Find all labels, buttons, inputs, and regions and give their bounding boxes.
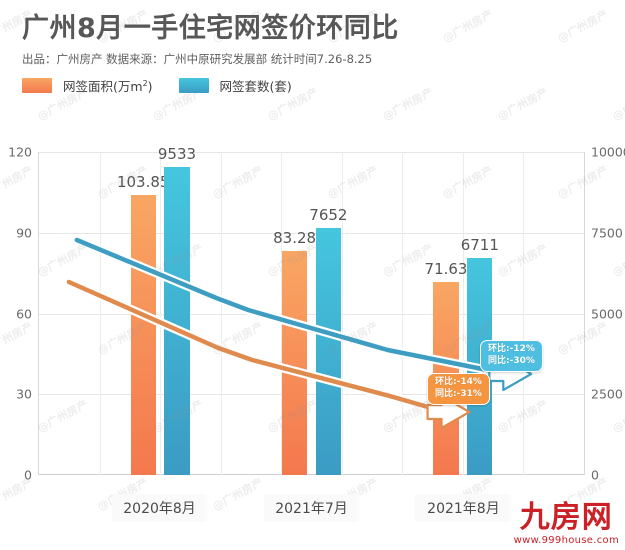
- logo-text: 九房网: [519, 500, 613, 535]
- legend-swatch-area-icon: [22, 77, 52, 93]
- bar-label-area-0: 103.85: [116, 173, 170, 192]
- y-tick-right-2500: 2500: [591, 386, 623, 402]
- site-logo[interactable]: 九房网 www.999house.com: [513, 500, 619, 547]
- gridline-v-2: [160, 152, 162, 475]
- bar-label-count-2: 6711: [460, 236, 499, 255]
- legend-swatch-count-icon: [178, 77, 209, 93]
- y-tick-right-10000: 10000: [591, 144, 625, 160]
- gridline-h-90: [39, 232, 584, 234]
- y-tick-left-90: 90: [16, 225, 32, 241]
- bar-label-area-1: 83.28: [273, 228, 317, 247]
- count-callout-line2: 同比:-30%: [488, 355, 535, 366]
- y-tick-right-7500: 7500: [591, 225, 623, 241]
- axis-baseline: [39, 474, 584, 475]
- bar-count-0: [164, 167, 190, 475]
- y-tick-left-30: 30: [16, 386, 32, 402]
- chart-header: 广州8月一手住宅网签价环同比 出品：广州房产 数据来源：广州中原研究发展部 统计…: [22, 14, 399, 95]
- chart-subtitle: 出品：广州房产 数据来源：广州中原研究发展部 统计时间7.26-8.25: [22, 51, 373, 66]
- x-axis-label-2: 2021年8月: [415, 494, 512, 522]
- gridline-v-1: [99, 152, 101, 475]
- gridline-h-120: [39, 152, 584, 153]
- plot-area: 120 90 60 30 0 10000 7500 5000 2500 0 10…: [8, 145, 625, 483]
- count-trend-arrow-line: [74, 237, 510, 377]
- y-tick-left-120: 120: [8, 144, 32, 160]
- legend-item-count: 网签套数(套): [178, 76, 292, 95]
- bar-label-count-0: 9533: [157, 145, 197, 164]
- legend-item-area: 网签面积(万m2): [22, 76, 153, 95]
- x-axis-labels: 2020年8月 2021年7月 2021年8月: [0, 494, 625, 528]
- x-axis-label-1: 2021年7月: [263, 494, 360, 522]
- y-tick-left-0: 0: [24, 467, 32, 483]
- bar-count-1: [315, 227, 341, 475]
- gridline-v-7: [462, 152, 464, 475]
- x-axis-label-0: 2020年8月: [111, 494, 208, 522]
- trend-arrows-group: [64, 235, 533, 430]
- logo-url: www.999house.com: [513, 535, 619, 546]
- gridline-h-60: [39, 313, 584, 315]
- chart-legend: 网签面积(万m2) 网签套数(套): [22, 76, 399, 95]
- page-title: 广州8月一手住宅网签价环同比: [22, 13, 399, 44]
- gridline-v-6: [402, 152, 404, 475]
- legend-label-area: 网签面积(万m2): [63, 78, 153, 94]
- y-tick-left-60: 60: [16, 306, 32, 321]
- bar-label-count-1: 7652: [309, 205, 348, 224]
- area-callout-line2: 同比:-31%: [435, 388, 482, 399]
- watermark-text: @广州房产: [495, 85, 551, 124]
- gridline-v-5: [341, 152, 343, 475]
- chart-canvas: 120 90 60 30 0 10000 7500 5000 2500 0 10…: [0, 140, 625, 485]
- count-trend-arrow-outline: [72, 235, 512, 379]
- area-callout-line1: 环比:-14%: [435, 377, 482, 387]
- gridline-v-3: [220, 152, 222, 475]
- area-callout: 环比:-14% 同比:-31%: [427, 373, 490, 406]
- bar-area-0: [130, 195, 156, 475]
- gridline-v-8: [523, 152, 525, 475]
- watermark-text: @广州房产: [610, 85, 625, 124]
- count-callout-line1: 环比:-12%: [488, 344, 535, 354]
- area-trend-arrow-line: [66, 279, 448, 415]
- gridline-v-4: [281, 152, 283, 475]
- watermark-text: @广州房产: [440, 7, 496, 46]
- y-tick-right-0: 0: [591, 467, 599, 483]
- gridline-h-30: [39, 394, 584, 396]
- watermark-text: @广州房产: [555, 7, 611, 46]
- legend-label-count: 网签套数(套): [219, 78, 292, 94]
- y-tick-right-5000: 5000: [591, 306, 623, 321]
- count-callout: 环比:-12% 同比:-30%: [480, 340, 543, 373]
- bar-area-1: [282, 250, 308, 475]
- bar-label-area-2: 71.63: [424, 260, 468, 279]
